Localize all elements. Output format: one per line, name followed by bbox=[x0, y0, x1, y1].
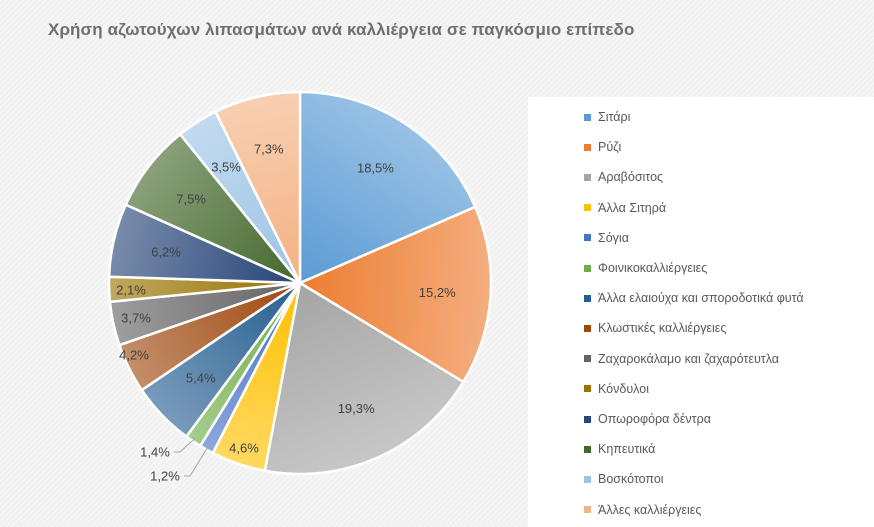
pie-slice bbox=[263, 281, 465, 476]
leader-line bbox=[184, 445, 209, 477]
legend-item: Κόνδυλοι bbox=[584, 381, 649, 397]
data-label: 3,7% bbox=[121, 311, 151, 326]
legend-item: Αραβόσιτος bbox=[584, 169, 663, 185]
data-label: 2,1% bbox=[116, 283, 146, 298]
legend-label: Κηπευτικά bbox=[598, 442, 656, 457]
legend-swatch bbox=[584, 506, 591, 514]
legend-item: Ζαχαροκάλαμο και ζαχαρότευτλα bbox=[584, 351, 779, 367]
leader-line bbox=[174, 437, 196, 453]
legend-swatch bbox=[584, 143, 591, 151]
legend-item: Ρύζι bbox=[584, 139, 621, 155]
legend-item: Άλλα Σιτηρά bbox=[584, 200, 666, 216]
legend-label: Σόγια bbox=[598, 230, 629, 245]
legend-item: Κηπευτικά bbox=[584, 441, 655, 457]
pie-slice bbox=[214, 90, 302, 285]
legend-label: Άλλα ελαιούχα και σποροδοτικά φυτά bbox=[598, 291, 804, 306]
legend-label: Αραβόσιτος bbox=[598, 170, 664, 185]
legend-item: Οπωροφόρα δέντρα bbox=[584, 411, 711, 427]
data-label: 7,5% bbox=[176, 191, 206, 206]
legend-item: Σόγια bbox=[584, 230, 629, 246]
legend-label: Κλωστικές καλλιέργειες bbox=[598, 321, 727, 336]
legend-swatch bbox=[584, 294, 591, 302]
legend-swatch bbox=[584, 113, 591, 121]
data-label: 7,3% bbox=[254, 142, 284, 157]
legend-label: Βοσκότοποι bbox=[598, 472, 664, 487]
data-label: 4,6% bbox=[229, 441, 259, 456]
legend-item: Βοσκότοποι bbox=[584, 471, 664, 487]
data-label: 5,4% bbox=[186, 371, 216, 386]
legend-label: Ζαχαροκάλαμο και ζαχαρότευτλα bbox=[598, 351, 779, 366]
legend-item: Κλωστικές καλλιέργειες bbox=[584, 320, 726, 336]
legend-swatch bbox=[584, 204, 591, 212]
legend-swatch bbox=[584, 475, 591, 483]
legend-swatch bbox=[584, 415, 591, 423]
legend: Σιτάρι Ρύζι Αραβόσιτος Άλλα Σιτηρά Σόγια Φοιν… bbox=[528, 97, 874, 527]
legend-swatch bbox=[584, 445, 591, 453]
data-label: 6,2% bbox=[151, 244, 181, 259]
legend-swatch bbox=[584, 234, 591, 242]
legend-label: Άλλες καλλιέργειες bbox=[598, 502, 702, 517]
legend-swatch bbox=[584, 264, 591, 272]
legend-label: Σιτάρι bbox=[598, 110, 631, 124]
data-label: 1,2% bbox=[150, 469, 180, 484]
legend-item: Φοινικοκαλλιέργειες bbox=[584, 260, 707, 276]
legend-item: Άλλα ελαιούχα και σποροδοτικά φυτά bbox=[584, 290, 804, 306]
legend-label: Ρύζι bbox=[598, 140, 622, 155]
legend-label: Άλλα Σιτηρά bbox=[598, 200, 667, 215]
legend-swatch bbox=[584, 385, 591, 393]
pie-slice bbox=[298, 205, 493, 384]
legend-label: Οπωροφόρα δέντρα bbox=[598, 412, 711, 426]
legend-swatch bbox=[584, 173, 591, 181]
legend-item: Σιτάρι bbox=[584, 109, 630, 125]
legend-label: Φοινικοκαλλιέργειες bbox=[598, 261, 708, 275]
data-label: 15,2% bbox=[419, 285, 456, 300]
data-label: 3,5% bbox=[211, 160, 241, 175]
pie-slice bbox=[298, 90, 477, 285]
data-label: 1,4% bbox=[140, 445, 170, 460]
legend-label: Κόνδυλοι bbox=[598, 381, 649, 396]
data-label: 4,2% bbox=[119, 348, 149, 363]
legend-swatch bbox=[584, 355, 591, 363]
data-label: 19,3% bbox=[338, 401, 375, 416]
legend-swatch bbox=[584, 324, 591, 332]
chart-title: Χρήση αζωτούχων λιπασμάτων ανά καλλιέργε… bbox=[48, 20, 635, 39]
data-label: 18,5% bbox=[357, 161, 394, 176]
legend-item: Άλλες καλλιέργειες bbox=[584, 502, 701, 518]
